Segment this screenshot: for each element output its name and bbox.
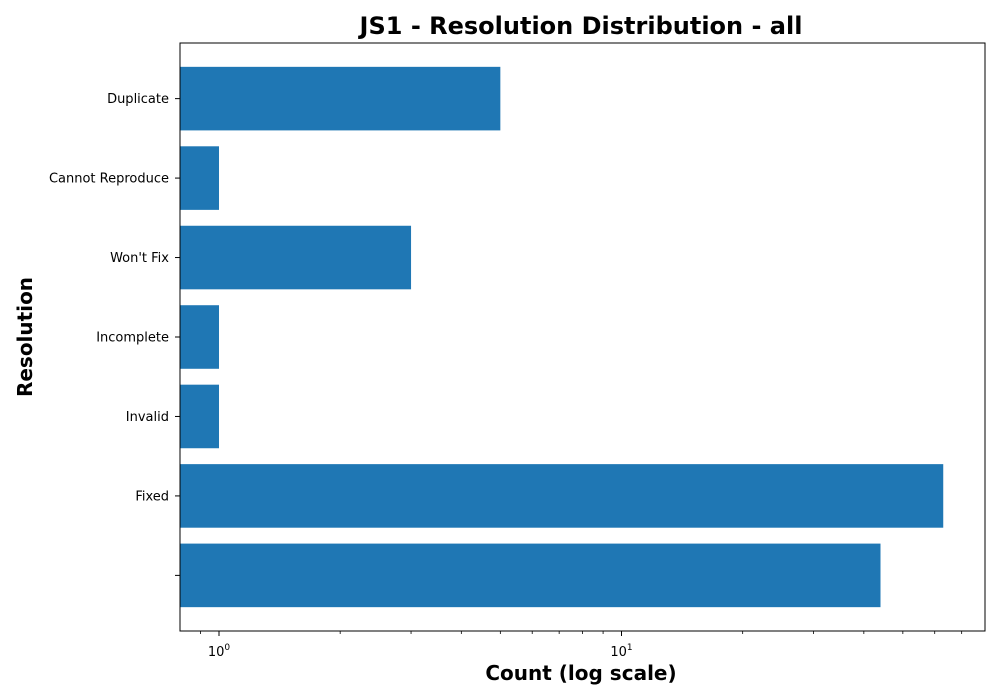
- y-axis: Fixed Invalid Incomplete Won't Fix Cannot Re…: [49, 92, 180, 576]
- bar-won-t-fix: [180, 225, 412, 290]
- bar-incomplete: [180, 305, 220, 369]
- y-tick-label: Duplicate: [107, 92, 169, 107]
- y-tick-label: Incomplete: [96, 331, 169, 346]
- y-tick-label: Invalid: [126, 410, 169, 425]
- bar-unlabeled: [180, 543, 881, 608]
- y-tick-label: Fixed: [135, 489, 169, 504]
- x-tick-label: 101: [610, 643, 632, 660]
- bar-fixed: [180, 464, 944, 528]
- y-tick-label: Won't Fix: [110, 251, 169, 266]
- chart-title: JS1 - Resolution Distribution - all: [358, 12, 803, 40]
- bars-layer: [180, 66, 944, 608]
- bar-invalid: [180, 384, 220, 449]
- bar-duplicate: [180, 66, 501, 131]
- x-axis: 100 101: [200, 631, 963, 660]
- bar-cannot-reproduce: [180, 146, 220, 210]
- x-axis-title: Count (log scale): [485, 661, 676, 685]
- x-tick-label: 100: [208, 643, 231, 660]
- plot-frame: [179, 42, 986, 632]
- y-axis-title: Resolution: [13, 277, 37, 397]
- y-tick-label: Cannot Reproduce: [49, 172, 169, 187]
